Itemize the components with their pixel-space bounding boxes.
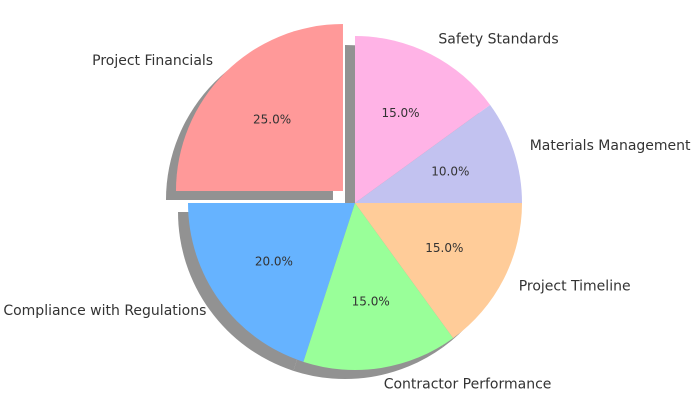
pie-slices: [175, 23, 522, 371]
slice-pct-materials-management: 10.0%: [431, 165, 469, 179]
slice-pct-safety-standards: 15.0%: [381, 106, 419, 120]
slice-contractor-performance: [303, 203, 454, 371]
slice-pct-compliance-with-regulations: 20.0%: [255, 254, 293, 268]
slice-project-financials: [175, 23, 343, 191]
slice-label-project-financials: Project Financials: [92, 53, 213, 69]
slice-label-materials-management: Materials Management: [530, 138, 691, 154]
pie-labels: Project Financials 25.0% Compliance with R…: [3, 31, 691, 392]
slice-label-compliance-with-regulations: Compliance with Regulations: [3, 303, 206, 319]
slice-label-safety-standards: Safety Standards: [438, 31, 558, 47]
slice-label-project-timeline: Project Timeline: [519, 278, 631, 294]
slice-pct-project-financials: 25.0%: [253, 113, 291, 127]
slice-pct-contractor-performance: 15.0%: [352, 295, 390, 309]
slice-project-timeline: [355, 203, 522, 339]
slice-pct-project-timeline: 15.0%: [425, 241, 463, 255]
slice-label-contractor-performance: Contractor Performance: [384, 376, 552, 392]
slice-materials-management: [355, 104, 522, 203]
slice-safety-standards: [355, 36, 491, 203]
slice-compliance-with-regulations: [188, 203, 355, 362]
